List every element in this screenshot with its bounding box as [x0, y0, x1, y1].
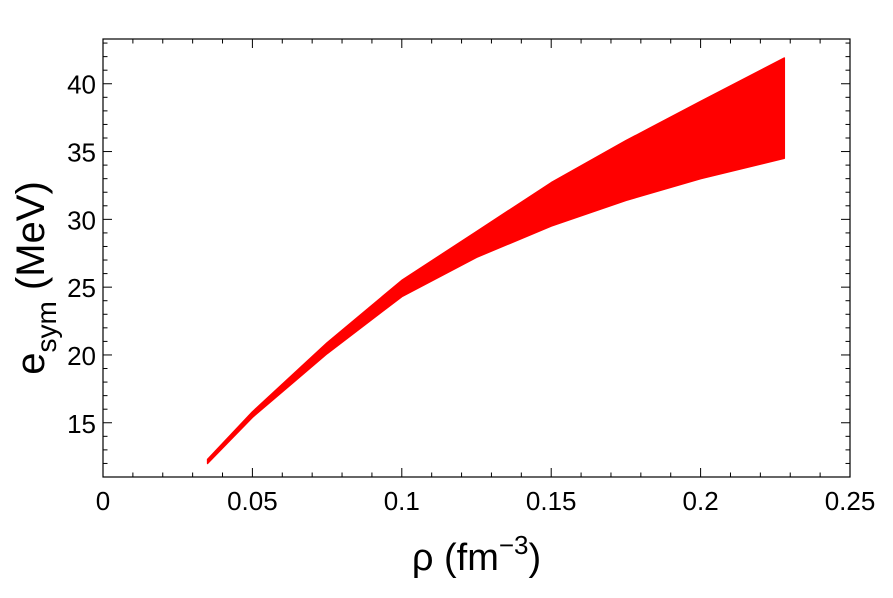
- labels-layer: 0 0.05 0.1 0.15 0.2 0.25 15 20 25 30 35 40: [67, 70, 875, 516]
- y-axis-title-end: (MeV): [9, 181, 53, 301]
- y-tick-label: 15: [67, 409, 96, 439]
- y-tick-label: 30: [67, 205, 96, 235]
- y-tick-label: 40: [67, 70, 96, 100]
- y-axis-title: esym (MeV): [9, 181, 62, 375]
- y-axis-title-base: e: [9, 353, 53, 375]
- ticks-layer: [102, 39, 851, 478]
- y-tick-label: 20: [67, 341, 96, 371]
- band-area-0: [206, 57, 786, 465]
- y-axis-title-sub: sym: [31, 301, 62, 352]
- x-tick-label: 0.1: [384, 486, 420, 516]
- plot-frame: [102, 38, 851, 478]
- y-tick-label: 35: [67, 138, 96, 168]
- band-layer: [206, 57, 786, 465]
- axes-layer: [102, 38, 851, 478]
- x-tick-label: 0.25: [825, 486, 876, 516]
- x-axis-title-sup: −3: [499, 530, 529, 560]
- x-tick-label: 0.15: [526, 486, 577, 516]
- x-axis-title-base: ρ (fm: [412, 537, 499, 579]
- x-axis-title: ρ (fm−3): [412, 530, 541, 579]
- y-tick-label: 25: [67, 273, 96, 303]
- x-tick-label: 0.2: [683, 486, 719, 516]
- x-tick-label: 0.05: [227, 486, 278, 516]
- x-tick-label: 0: [96, 486, 110, 516]
- x-axis-title-end: ): [529, 537, 542, 579]
